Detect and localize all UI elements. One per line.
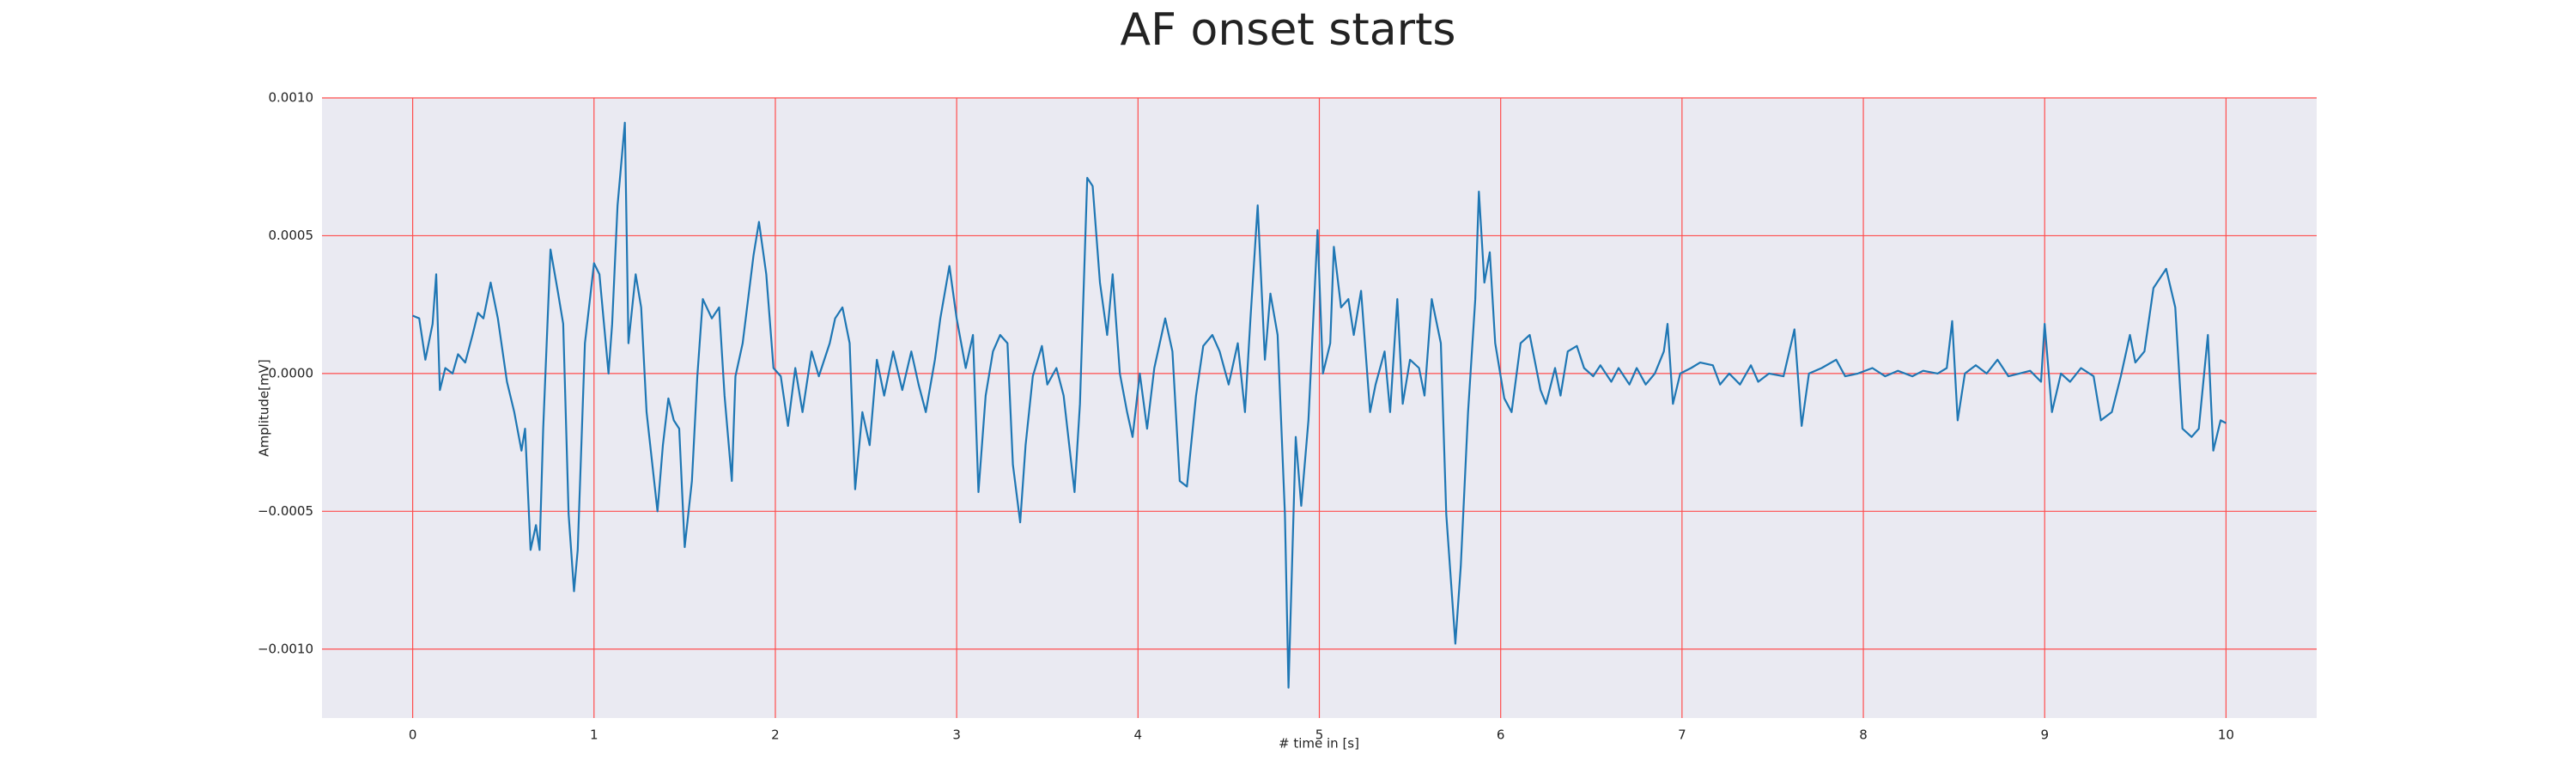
x-tick-label: 0 <box>409 727 417 743</box>
y-tick-label: 0.0000 <box>269 365 314 380</box>
y-tick-label: −0.0010 <box>258 641 313 656</box>
x-tick-label: 9 <box>2040 727 2049 743</box>
x-tick-label: 5 <box>1315 727 1324 743</box>
x-tick-label: 2 <box>771 727 780 743</box>
y-tick-label: 0.0005 <box>269 228 314 243</box>
x-axis-label: # time in [s] <box>1279 736 1359 752</box>
y-axis-label: Amplitude[mV] <box>257 359 272 456</box>
x-tick-label: 1 <box>590 727 598 743</box>
x-tick-label: 8 <box>1859 727 1868 743</box>
signal-line <box>412 121 2227 689</box>
x-tick-label: 3 <box>952 727 961 743</box>
y-tick-label: 0.0010 <box>269 90 314 106</box>
y-tick-label: −0.0005 <box>258 503 313 519</box>
x-tick-label: 6 <box>1497 727 1505 743</box>
chart-title: AF onset starts <box>1121 4 1456 56</box>
x-tick-label: 7 <box>1678 727 1686 743</box>
x-tick-label: 4 <box>1134 727 1143 743</box>
x-tick-label: 10 <box>2218 727 2234 743</box>
